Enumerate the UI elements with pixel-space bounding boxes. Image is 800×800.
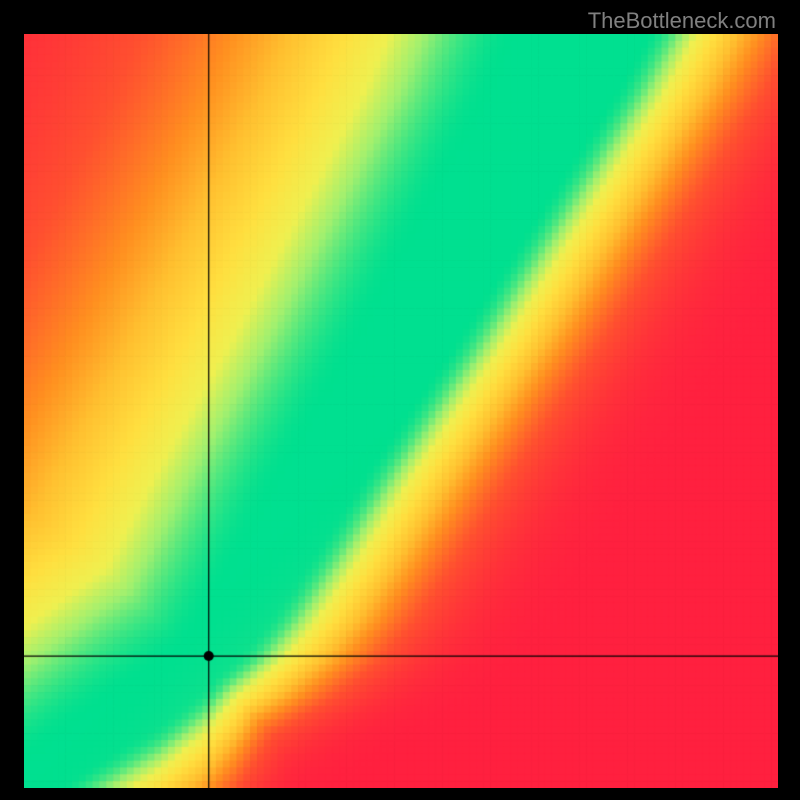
heatmap-canvas	[24, 34, 778, 788]
heatmap-plot	[24, 34, 778, 788]
watermark-text: TheBottleneck.com	[588, 8, 776, 34]
